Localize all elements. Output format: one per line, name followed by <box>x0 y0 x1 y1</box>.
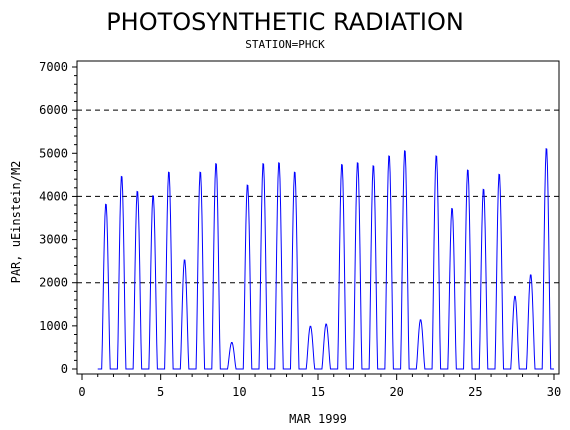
x-tick-label: 20 <box>389 385 403 399</box>
x-axis-label: MAR 1999 <box>289 412 347 426</box>
reference-lines <box>77 109 559 284</box>
y-tick-label: 7000 <box>39 60 68 74</box>
y-tick-label: 0 <box>61 362 68 376</box>
y-axis: 0 1000 2000 3000 4000 5000 6000 7000 <box>39 60 77 376</box>
y-tick-label: 3000 <box>39 233 68 247</box>
x-tick-label: 0 <box>78 385 85 399</box>
chart-subtitle: STATION=PHCK <box>245 38 325 51</box>
y-tick-label: 2000 <box>39 276 68 290</box>
x-tick-label: 5 <box>157 385 164 399</box>
y-tick-label: 5000 <box>39 146 68 160</box>
chart-title: PHOTOSYNTHETIC RADIATION <box>106 8 464 36</box>
y-tick-label: 6000 <box>39 103 68 117</box>
x-tick-label: 25 <box>468 385 482 399</box>
par-line <box>97 147 554 370</box>
y-tick-label: 4000 <box>39 189 68 203</box>
y-axis-label: PAR, uEinstein/M2 <box>9 161 23 284</box>
x-tick-label: 15 <box>311 385 325 399</box>
series-par <box>97 147 554 370</box>
x-axis: 0 5 10 15 20 25 30 <box>78 374 561 399</box>
x-tick-label: 30 <box>547 385 561 399</box>
x-tick-label: 10 <box>232 385 246 399</box>
y-tick-label: 1000 <box>39 319 68 333</box>
